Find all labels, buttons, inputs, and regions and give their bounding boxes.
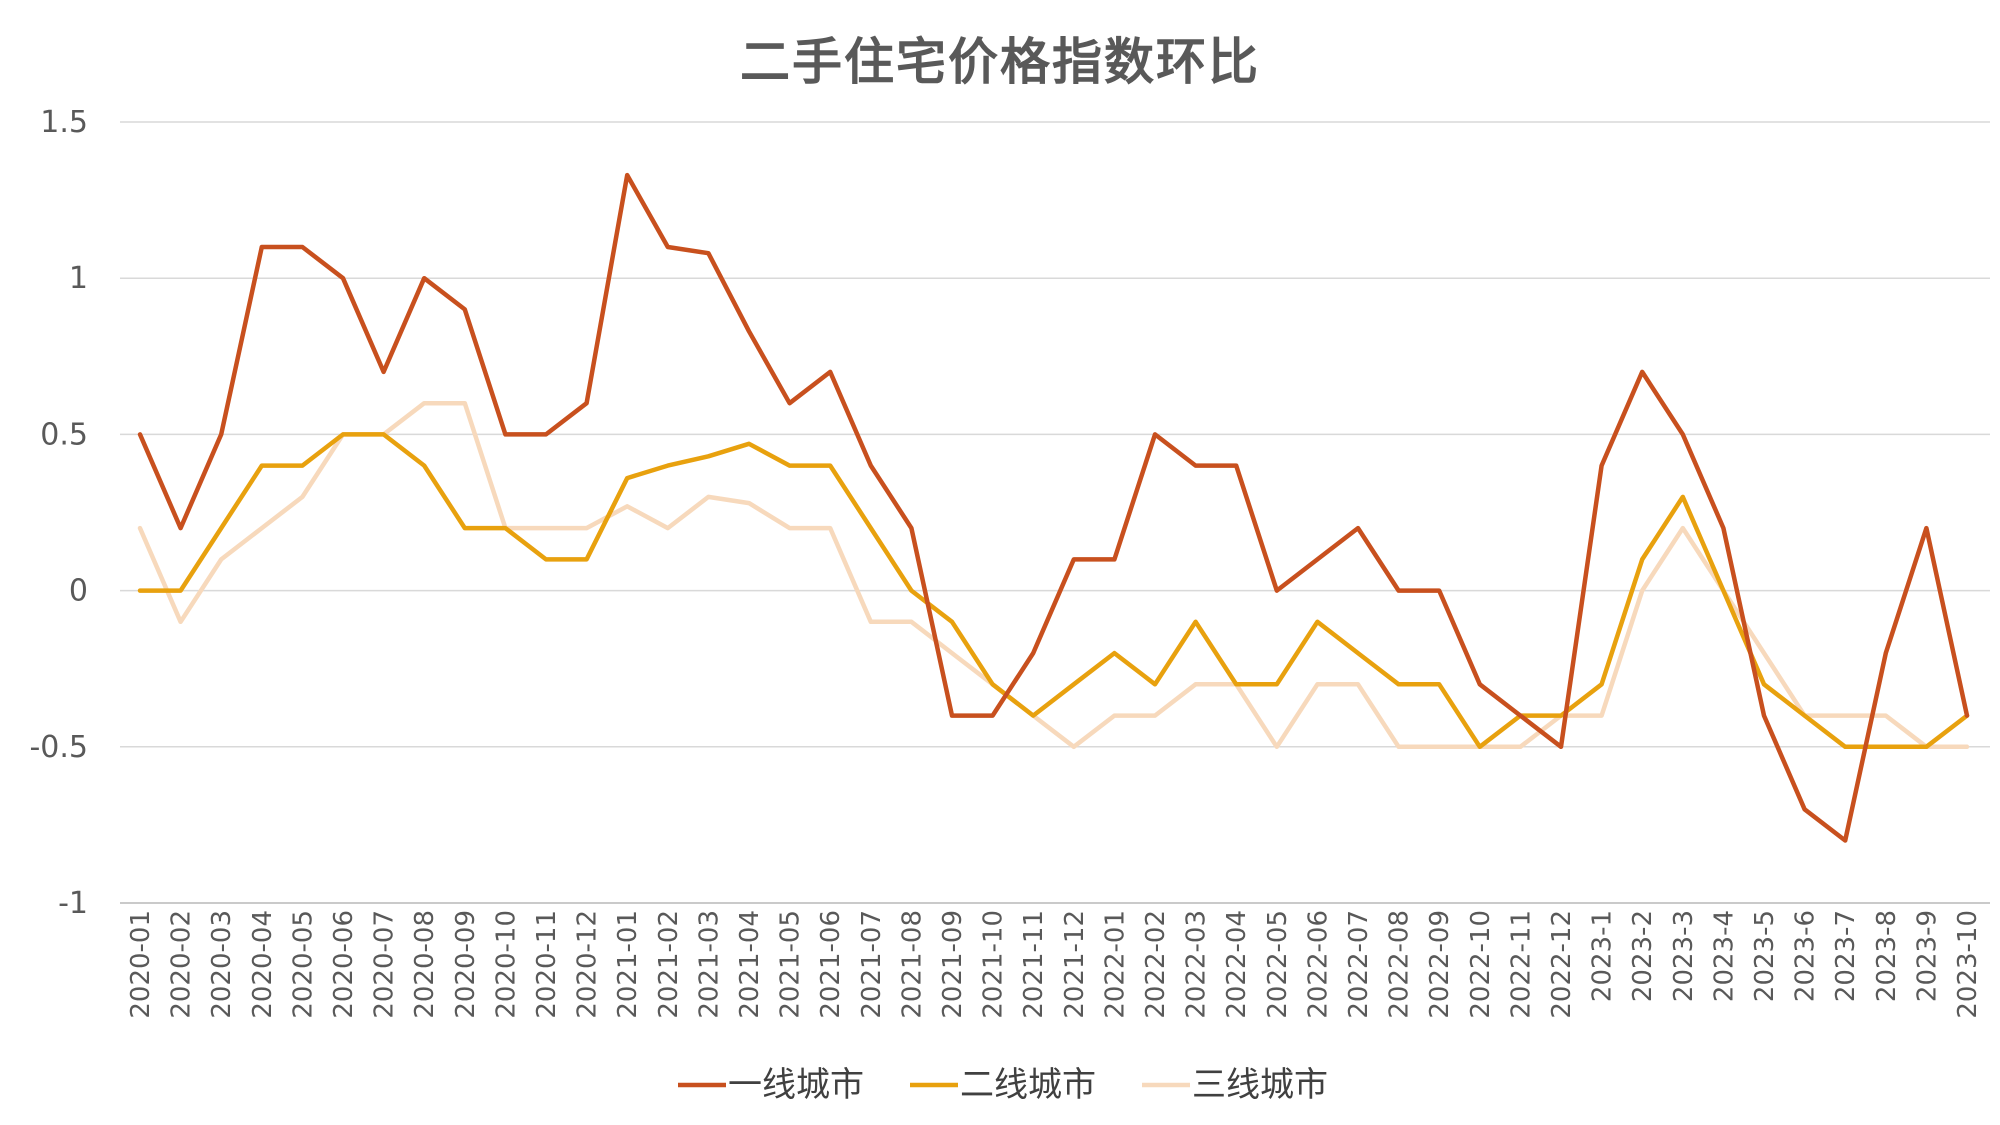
x-tick-label: 2021-10 <box>979 910 1009 1019</box>
x-tick-label: 2020-04 <box>248 910 278 1019</box>
x-tick-label: 2020-12 <box>573 910 603 1019</box>
chart-title: 二手住宅价格指数环比 <box>740 33 1260 91</box>
x-tick-label: 2021-11 <box>1019 910 1049 1019</box>
x-tick-label: 2020-03 <box>207 910 237 1019</box>
x-tick-label: 2020-08 <box>410 910 440 1019</box>
legend: 一线城市 二线城市 三线城市 <box>678 1065 1328 1105</box>
x-tick-label: 2021-12 <box>1060 910 1090 1019</box>
x-tick-label: 2021-08 <box>897 910 927 1019</box>
legend-label: 一线城市 <box>728 1065 864 1105</box>
x-tick-label: 2023-5 <box>1750 910 1780 1002</box>
series-line-1 <box>137 172 1970 843</box>
x-tick-label: 2023-4 <box>1709 910 1739 1002</box>
x-tick-label: 2021-03 <box>694 910 724 1019</box>
legend-label: 二线城市 <box>960 1065 1096 1105</box>
x-tick-label: 2022-01 <box>1100 910 1130 1019</box>
x-tick-label: 2021-02 <box>654 910 684 1019</box>
x-tick-label: 2020-09 <box>451 910 481 1019</box>
x-tick-label: 2022-08 <box>1385 910 1415 1019</box>
series-lines <box>137 172 1970 843</box>
x-tick-label: 2023-1 <box>1588 910 1618 1002</box>
y-tick-label: -1 <box>58 886 88 921</box>
x-tick-label: 2021-05 <box>776 910 806 1019</box>
x-tick-label: 2021-01 <box>613 910 643 1019</box>
x-tick-label: 2021-07 <box>857 910 887 1019</box>
x-tick-label: 2023-3 <box>1669 910 1699 1002</box>
x-tick-label: 2023-10 <box>1953 910 1983 1019</box>
y-tick-label: 1 <box>69 261 88 296</box>
x-tick-label: 2023-9 <box>1912 910 1942 1002</box>
x-tick-label: 2022-07 <box>1344 910 1374 1019</box>
x-tick-label: 2023-2 <box>1628 910 1658 1002</box>
x-tick-label: 2021-06 <box>816 910 846 1019</box>
x-tick-label: 2020-02 <box>167 910 197 1019</box>
x-tick-label: 2020-01 <box>126 910 156 1019</box>
x-tick-label: 2023-8 <box>1872 910 1902 1002</box>
x-tick-label: 2020-06 <box>329 910 359 1019</box>
y-tick-label: 0 <box>69 574 88 609</box>
x-tick-label: 2022-06 <box>1303 910 1333 1019</box>
y-tick-label: 0.5 <box>40 417 88 452</box>
grid-lines <box>120 121 1990 904</box>
x-tick-label: 2023-6 <box>1791 910 1821 1002</box>
legend-label: 三线城市 <box>1192 1065 1328 1105</box>
x-tick-label: 2022-11 <box>1506 910 1536 1019</box>
x-tick-label: 2022-04 <box>1222 910 1252 1019</box>
series-line-3 <box>137 400 1970 750</box>
x-tick-label: 2021-09 <box>938 910 968 1019</box>
x-tick-label: 2020-10 <box>491 910 521 1019</box>
x-tick-label: 2022-05 <box>1263 910 1293 1019</box>
y-tick-label: -0.5 <box>29 730 88 765</box>
series-line-2 <box>137 432 1970 750</box>
x-tick-label: 2022-10 <box>1466 910 1496 1019</box>
x-axis: 2020-01 2020-02 2020-03 2020-04 2020-05 2020-… <box>120 902 1990 1019</box>
x-tick-label: 2020-07 <box>370 910 400 1019</box>
x-tick-label: 2022-03 <box>1182 910 1212 1019</box>
y-axis: 1.5 1 0.5 0 -0.5 -1 <box>29 105 88 921</box>
x-tick-label: 2021-04 <box>735 910 765 1019</box>
y-tick-label: 1.5 <box>40 105 88 140</box>
x-tick-label: 2022-09 <box>1425 910 1455 1019</box>
x-tick-label: 2020-05 <box>288 910 318 1019</box>
x-tick-label: 2022-12 <box>1547 910 1577 1019</box>
x-tick-label: 2022-02 <box>1141 910 1171 1019</box>
x-tick-label: 2020-11 <box>532 910 562 1019</box>
x-tick-label: 2023-7 <box>1831 910 1861 1002</box>
